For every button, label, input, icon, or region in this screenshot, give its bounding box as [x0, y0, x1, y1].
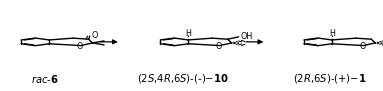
- Text: (2$\it{R}$,6$\it{S}$)-(+)$-$$\bf{1}$: (2$\it{R}$,6$\it{S}$)-(+)$-$$\bf{1}$: [293, 72, 367, 85]
- Text: H: H: [329, 29, 335, 38]
- Text: O: O: [359, 42, 366, 51]
- Text: O: O: [92, 31, 98, 40]
- Text: OH: OH: [241, 32, 253, 41]
- Text: H: H: [185, 29, 191, 38]
- Text: O: O: [77, 42, 83, 51]
- Text: $\it{rac}$-$\bf{6}$: $\it{rac}$-$\bf{6}$: [31, 73, 59, 85]
- Text: (2$\it{S}$,4$\it{R}$,6$\it{S}$)-(-)$-$$\bf{10}$: (2$\it{S}$,4$\it{R}$,6$\it{S}$)-(-)$-$$\…: [137, 72, 229, 85]
- Text: O: O: [216, 42, 222, 51]
